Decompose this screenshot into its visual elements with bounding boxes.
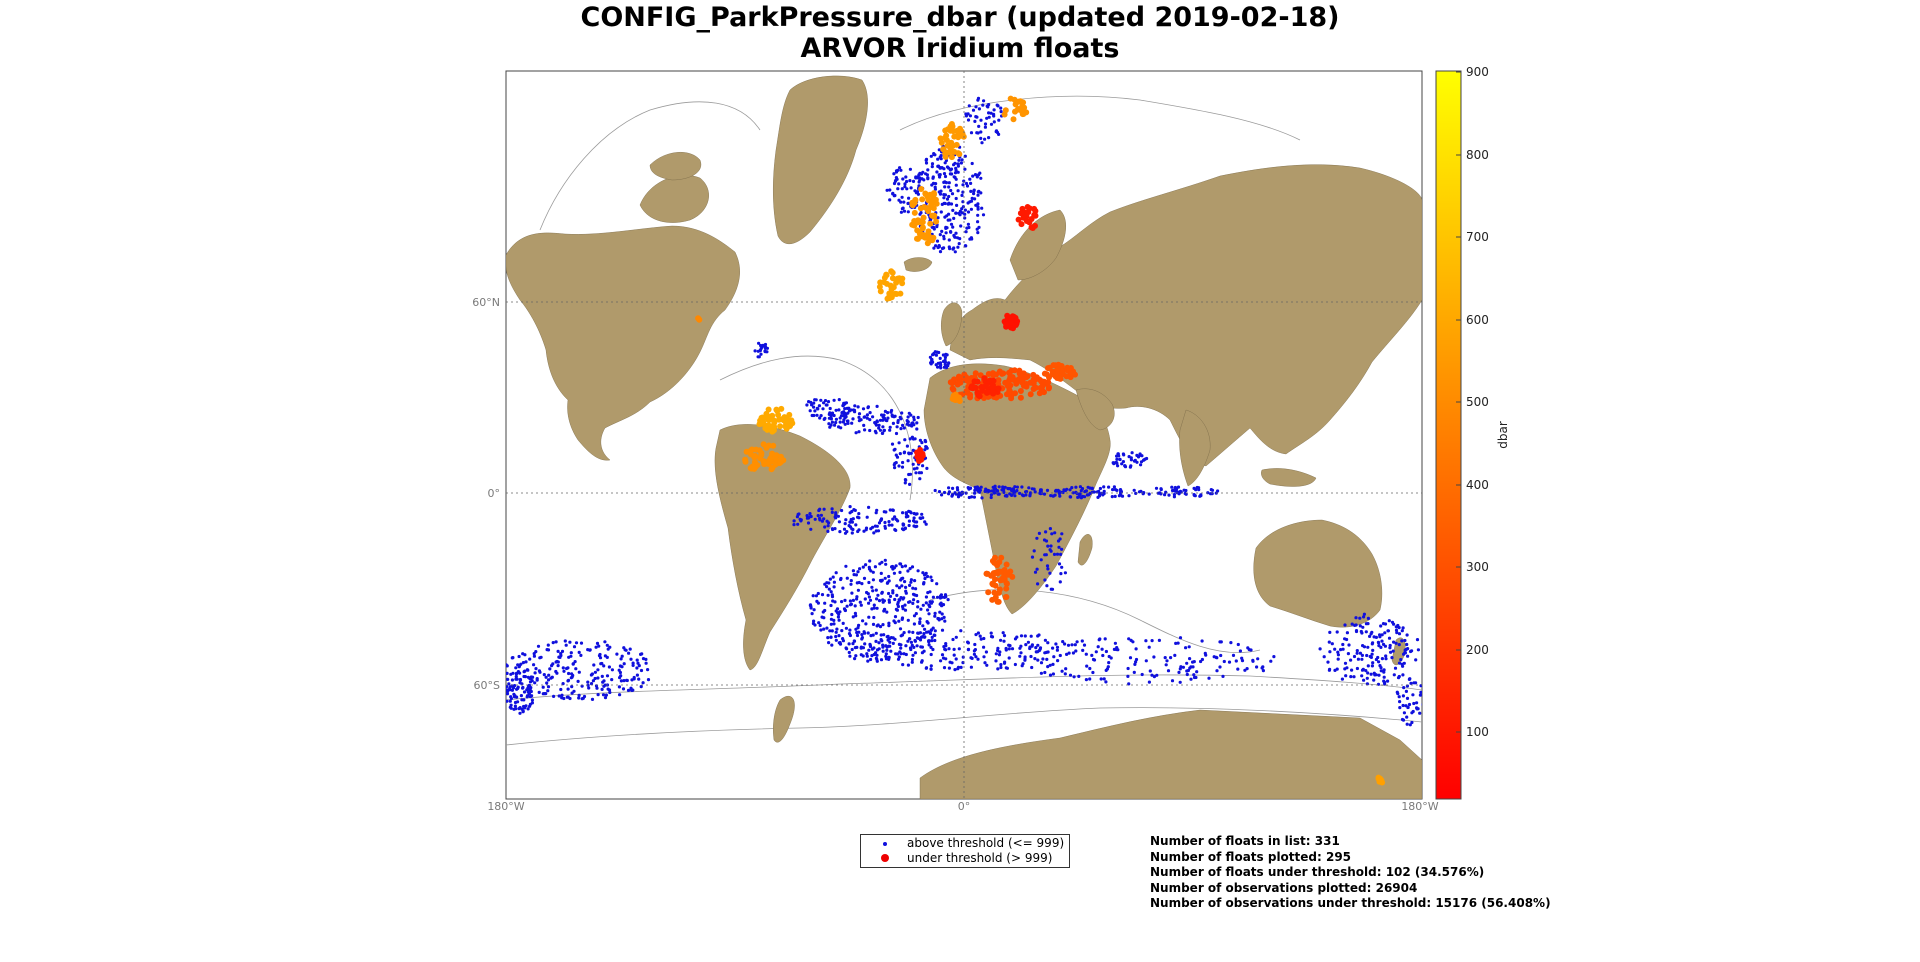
colorbar-tick-900: 900 (1466, 65, 1489, 79)
land-great-britain (941, 302, 963, 347)
colorbar-tick-400: 400 (1466, 478, 1489, 492)
float-observations (506, 95, 1422, 786)
lat-label-0: 0° (488, 487, 501, 500)
land-south-america (714, 424, 851, 671)
colorbar-ticks: 900 800 700 600 500 400 300 200 100 (1456, 65, 1489, 739)
land-arctic-islands-2 (649, 152, 702, 181)
colorbar-tick-800: 800 (1466, 148, 1489, 162)
land-india (1179, 409, 1211, 487)
land-antarctic-peninsula (773, 695, 795, 743)
chart-title: CONFIG_ParkPressure_dbar (updated 2019-0… (580, 2, 1340, 33)
lat-label-60n: 60°N (472, 296, 500, 309)
colorbar-tick-100: 100 (1466, 725, 1489, 739)
colorbar-tick-500: 500 (1466, 395, 1489, 409)
lat-label-60s: 60°S (474, 679, 500, 692)
lon-label-0: 0° (958, 800, 971, 813)
land-antarctica (919, 709, 1422, 799)
land-masses (506, 75, 1422, 799)
stat-floats-in-list: Number of floats in list: 331 (1150, 834, 1340, 848)
legend-label-above: above threshold (<= 999) (907, 836, 1065, 850)
land-africa (923, 363, 1111, 615)
stat-floats-under-threshold: Number of floats under threshold: 102 (3… (1150, 865, 1485, 879)
colorbar-tick-300: 300 (1466, 560, 1489, 574)
stats-panel: Number of floats in list: 331 Number of … (1150, 834, 1551, 912)
land-australia (1253, 519, 1383, 628)
chart-subtitle: ARVOR Iridium floats (800, 33, 1120, 64)
graticule (506, 71, 1422, 799)
lon-label-180w-right: 180°W (1401, 800, 1438, 813)
land-southeast-asia-islands (1261, 468, 1317, 487)
stat-floats-plotted: Number of floats plotted: 295 (1150, 849, 1352, 864)
colorbar-tick-700: 700 (1466, 230, 1489, 244)
land-greenland (773, 75, 868, 244)
legend-label-under: under threshold (> 999) (907, 851, 1053, 865)
map-content (506, 75, 1422, 799)
colorbar-tick-600: 600 (1466, 313, 1489, 327)
land-madagascar (1077, 534, 1093, 566)
land-arctic-islands (639, 175, 709, 223)
colorbar-label: dbar (1496, 421, 1510, 449)
colorbar (1435, 70, 1462, 800)
land-arabia (1075, 388, 1115, 431)
blue-dot-icon (883, 842, 887, 846)
land-iceland (903, 257, 933, 272)
legend: above threshold (<= 999) under threshold… (860, 834, 1070, 868)
stat-observations-under-threshold: Number of observations under threshold: … (1150, 896, 1551, 910)
red-dot-icon (881, 854, 889, 862)
land-north-america (506, 225, 740, 461)
colorbar-tick-200: 200 (1466, 643, 1489, 657)
stat-observations-plotted: Number of observations plotted: 26904 (1150, 880, 1418, 895)
lon-label-180w-left: 180°W (487, 800, 524, 813)
